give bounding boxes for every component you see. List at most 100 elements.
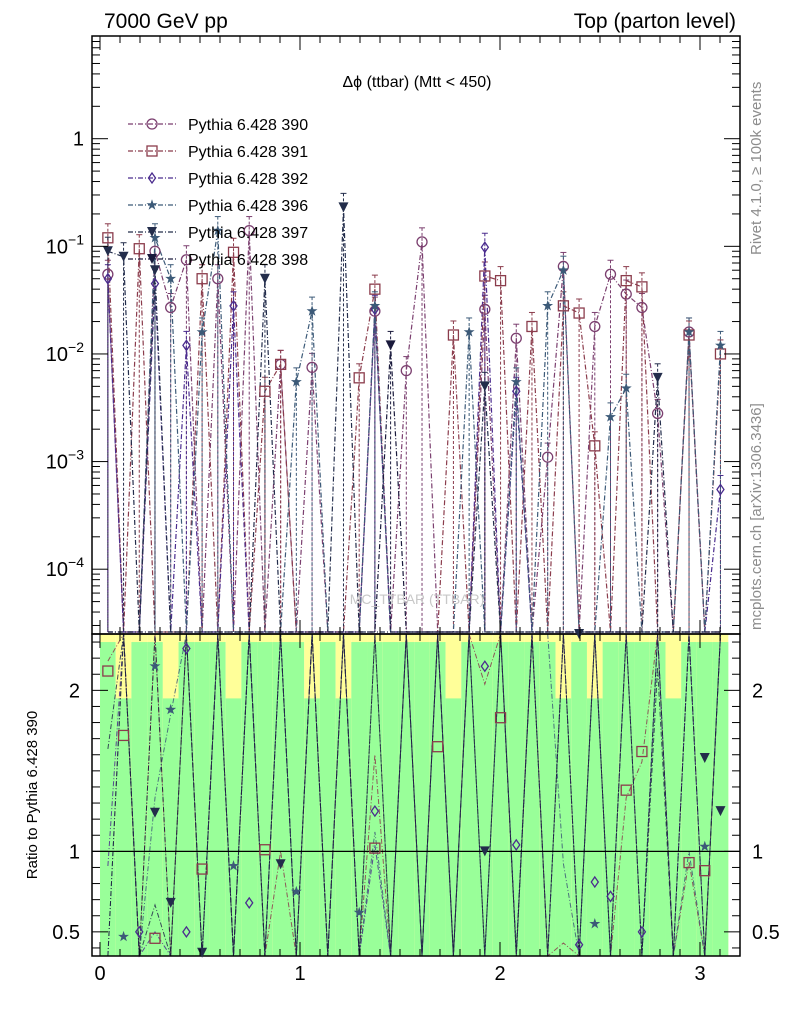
series-line-5 <box>107 345 721 633</box>
ratio-band-green <box>524 642 540 956</box>
data-point-s0-b5 <box>180 254 193 266</box>
legend-entry: Pythia 6.428 398 <box>188 252 308 269</box>
watermark-label: MC_TTBAR (TTBAR) <box>350 591 485 607</box>
data-point-s4-b10 <box>259 273 270 284</box>
data-point-s2-b8 <box>229 299 238 312</box>
ratio-point-19 <box>370 804 380 818</box>
data-point-s0-b34 <box>636 301 648 314</box>
ratio-point-23 <box>480 660 490 673</box>
ratio-y-axis-label: Ratio to Pythia 6.428 390 <box>24 711 41 879</box>
ratio-point-31 <box>620 784 632 796</box>
y-tick-label: 10−1 <box>46 231 84 258</box>
data-point-s3-b4 <box>165 273 177 284</box>
legend-entry: Pythia 6.428 391 <box>188 144 308 161</box>
axes-frames <box>91 35 741 957</box>
axis-ticks: 10−4 10−3 10−2 10−1 1 0.5 0.5 1 1 2 2 0 1 2 3 <box>46 35 780 985</box>
data-point-s0-b13 <box>306 361 318 374</box>
ratio-band-green <box>115 698 132 956</box>
data-point-s3-b13 <box>306 305 318 316</box>
data-point-s0-b20 <box>416 236 428 248</box>
ratio-point-18 <box>353 906 365 918</box>
data-point-s1-b25 <box>494 274 507 287</box>
ratio-y-tick-label-right: 1 <box>752 841 763 863</box>
data-point-s3-b3 <box>149 232 161 243</box>
data-point-s3-b39 <box>715 339 726 351</box>
ratio-point-17 <box>290 885 302 897</box>
ratio-point-32 <box>636 745 648 758</box>
ratio-band-green <box>414 642 430 956</box>
series-lines <box>104 192 724 958</box>
ratio-point-8 <box>165 897 176 908</box>
ratio-band-green <box>429 642 446 956</box>
ratio-point-26 <box>574 629 585 639</box>
ratio-point-29 <box>589 918 601 929</box>
ratio-band-green <box>272 642 289 956</box>
ratio-point-37 <box>699 752 710 763</box>
data-point-s1-b24 <box>479 270 491 282</box>
data-point-s3-b17 <box>369 300 381 311</box>
ratio-band-green <box>555 698 572 956</box>
plot-title: Δϕ (ttbar) (Mtt < 450) <box>342 74 491 91</box>
legend-marker <box>147 171 157 185</box>
ratio-point-22 <box>479 846 490 857</box>
data-point-s2-b0 <box>103 272 113 285</box>
ratio-point-15 <box>259 844 271 856</box>
ratio-y-tick-label: 0.5 <box>52 922 80 944</box>
ratio-point-36 <box>699 840 711 852</box>
ratio-point-20 <box>369 842 381 854</box>
ratio-point-30 <box>606 890 615 903</box>
ratio-band-green <box>492 642 509 956</box>
data-point-s1-b2 <box>133 243 145 255</box>
ratio-point-21 <box>432 741 444 753</box>
data-point-s1-b30 <box>573 307 585 319</box>
legend: Pythia 6.428 390 Pythia 6.428 391 Pythia 6… <box>128 117 308 269</box>
ratio-band-green <box>712 642 729 956</box>
data-point-s4-b15 <box>338 202 349 213</box>
ratio-band-green <box>131 642 148 956</box>
data-point-s0-b0 <box>102 268 114 280</box>
ratio-band-green <box>445 698 462 956</box>
ratio-point-27 <box>574 938 584 951</box>
ratio-band-green <box>649 642 666 956</box>
data-point-s0-b31 <box>589 320 601 333</box>
data-point-s0-b26 <box>510 332 522 344</box>
data-point-s0-b28 <box>542 451 554 463</box>
data-point-s1-b22 <box>447 329 460 341</box>
ratio-band-green <box>461 642 477 956</box>
data-point-s3-b6 <box>196 326 208 337</box>
data-point-s3-b29 <box>557 264 569 275</box>
data-point-s0-b9 <box>243 224 255 237</box>
y-tick-label: 10−4 <box>46 554 84 581</box>
ratio-point-38 <box>715 806 726 817</box>
x-tick-label: 0 <box>94 963 105 985</box>
ratio-band-green <box>319 642 336 956</box>
data-point-s3-b33 <box>620 382 632 393</box>
data-point-s5-b18 <box>385 340 396 351</box>
legend-marker <box>146 199 158 210</box>
ratio-band-green <box>304 698 320 956</box>
ratio-point-0 <box>102 665 114 677</box>
ratio-point-33 <box>637 925 647 938</box>
series-markers <box>102 202 727 958</box>
header-energy-label: 7000 GeV pp <box>104 10 228 33</box>
ratio-point-11 <box>196 863 208 875</box>
ratio-band-green <box>681 642 697 956</box>
series-line-4 <box>107 207 721 633</box>
data-point-s4-b3 <box>149 265 160 276</box>
data-point-s3-b26 <box>510 376 522 387</box>
ratio-panel-frame <box>91 633 741 957</box>
data-point-s1-b8 <box>227 246 240 258</box>
ratio-y-tick-label: 2 <box>69 680 80 702</box>
data-point-s2-b26 <box>511 385 521 398</box>
data-point-s0-b19 <box>400 364 412 377</box>
ratio-point-25 <box>511 838 521 852</box>
x-tick-label: 3 <box>694 963 705 985</box>
ratio-y-tick-label: 1 <box>69 841 80 863</box>
data-point-s4-b35 <box>652 372 663 383</box>
ratio-band-green <box>100 642 116 956</box>
data-point-s1-b16 <box>353 372 365 384</box>
legend-entry: Pythia 6.428 397 <box>188 225 308 242</box>
data-point-s2-b3 <box>150 277 160 290</box>
ratio-band-green <box>398 642 415 956</box>
